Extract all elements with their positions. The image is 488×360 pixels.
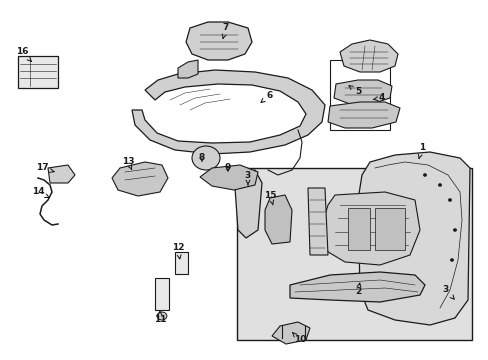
Ellipse shape — [452, 228, 456, 232]
Text: 8: 8 — [199, 153, 204, 162]
Text: 7: 7 — [222, 23, 229, 39]
Text: 3: 3 — [244, 171, 251, 185]
Polygon shape — [333, 80, 391, 104]
Text: 9: 9 — [224, 163, 231, 172]
Ellipse shape — [437, 183, 441, 187]
Text: 15: 15 — [263, 190, 276, 205]
Ellipse shape — [447, 198, 451, 202]
Text: 14: 14 — [32, 188, 49, 198]
Polygon shape — [357, 152, 469, 325]
Polygon shape — [327, 102, 399, 128]
Text: 13: 13 — [122, 157, 134, 170]
Text: 4: 4 — [372, 94, 385, 103]
Text: 2: 2 — [354, 283, 360, 297]
Text: 1: 1 — [417, 144, 424, 158]
Bar — [237, 168, 471, 340]
Polygon shape — [235, 170, 262, 238]
Bar — [18, 56, 58, 88]
Polygon shape — [321, 192, 419, 265]
Polygon shape — [200, 165, 258, 190]
Polygon shape — [347, 208, 369, 250]
Polygon shape — [112, 162, 168, 196]
Text: 12: 12 — [171, 243, 184, 259]
Polygon shape — [271, 322, 309, 344]
Text: 17: 17 — [36, 163, 54, 172]
Polygon shape — [339, 40, 397, 72]
Text: 11: 11 — [153, 311, 166, 324]
Bar — [329, 60, 389, 130]
Text: 5: 5 — [348, 86, 360, 96]
Polygon shape — [289, 272, 424, 302]
Text: 6: 6 — [261, 90, 273, 103]
Polygon shape — [132, 70, 325, 154]
Bar — [175, 252, 187, 274]
Polygon shape — [48, 165, 75, 183]
Polygon shape — [374, 208, 404, 250]
Text: 16: 16 — [16, 48, 31, 62]
Polygon shape — [185, 22, 251, 60]
Polygon shape — [264, 195, 291, 244]
Ellipse shape — [192, 146, 220, 170]
Text: 10: 10 — [292, 333, 305, 345]
Text: 3: 3 — [442, 285, 453, 299]
Polygon shape — [307, 188, 327, 255]
Ellipse shape — [422, 173, 426, 177]
Ellipse shape — [157, 312, 166, 320]
Bar — [155, 278, 169, 310]
Polygon shape — [178, 60, 198, 78]
Ellipse shape — [449, 258, 453, 262]
